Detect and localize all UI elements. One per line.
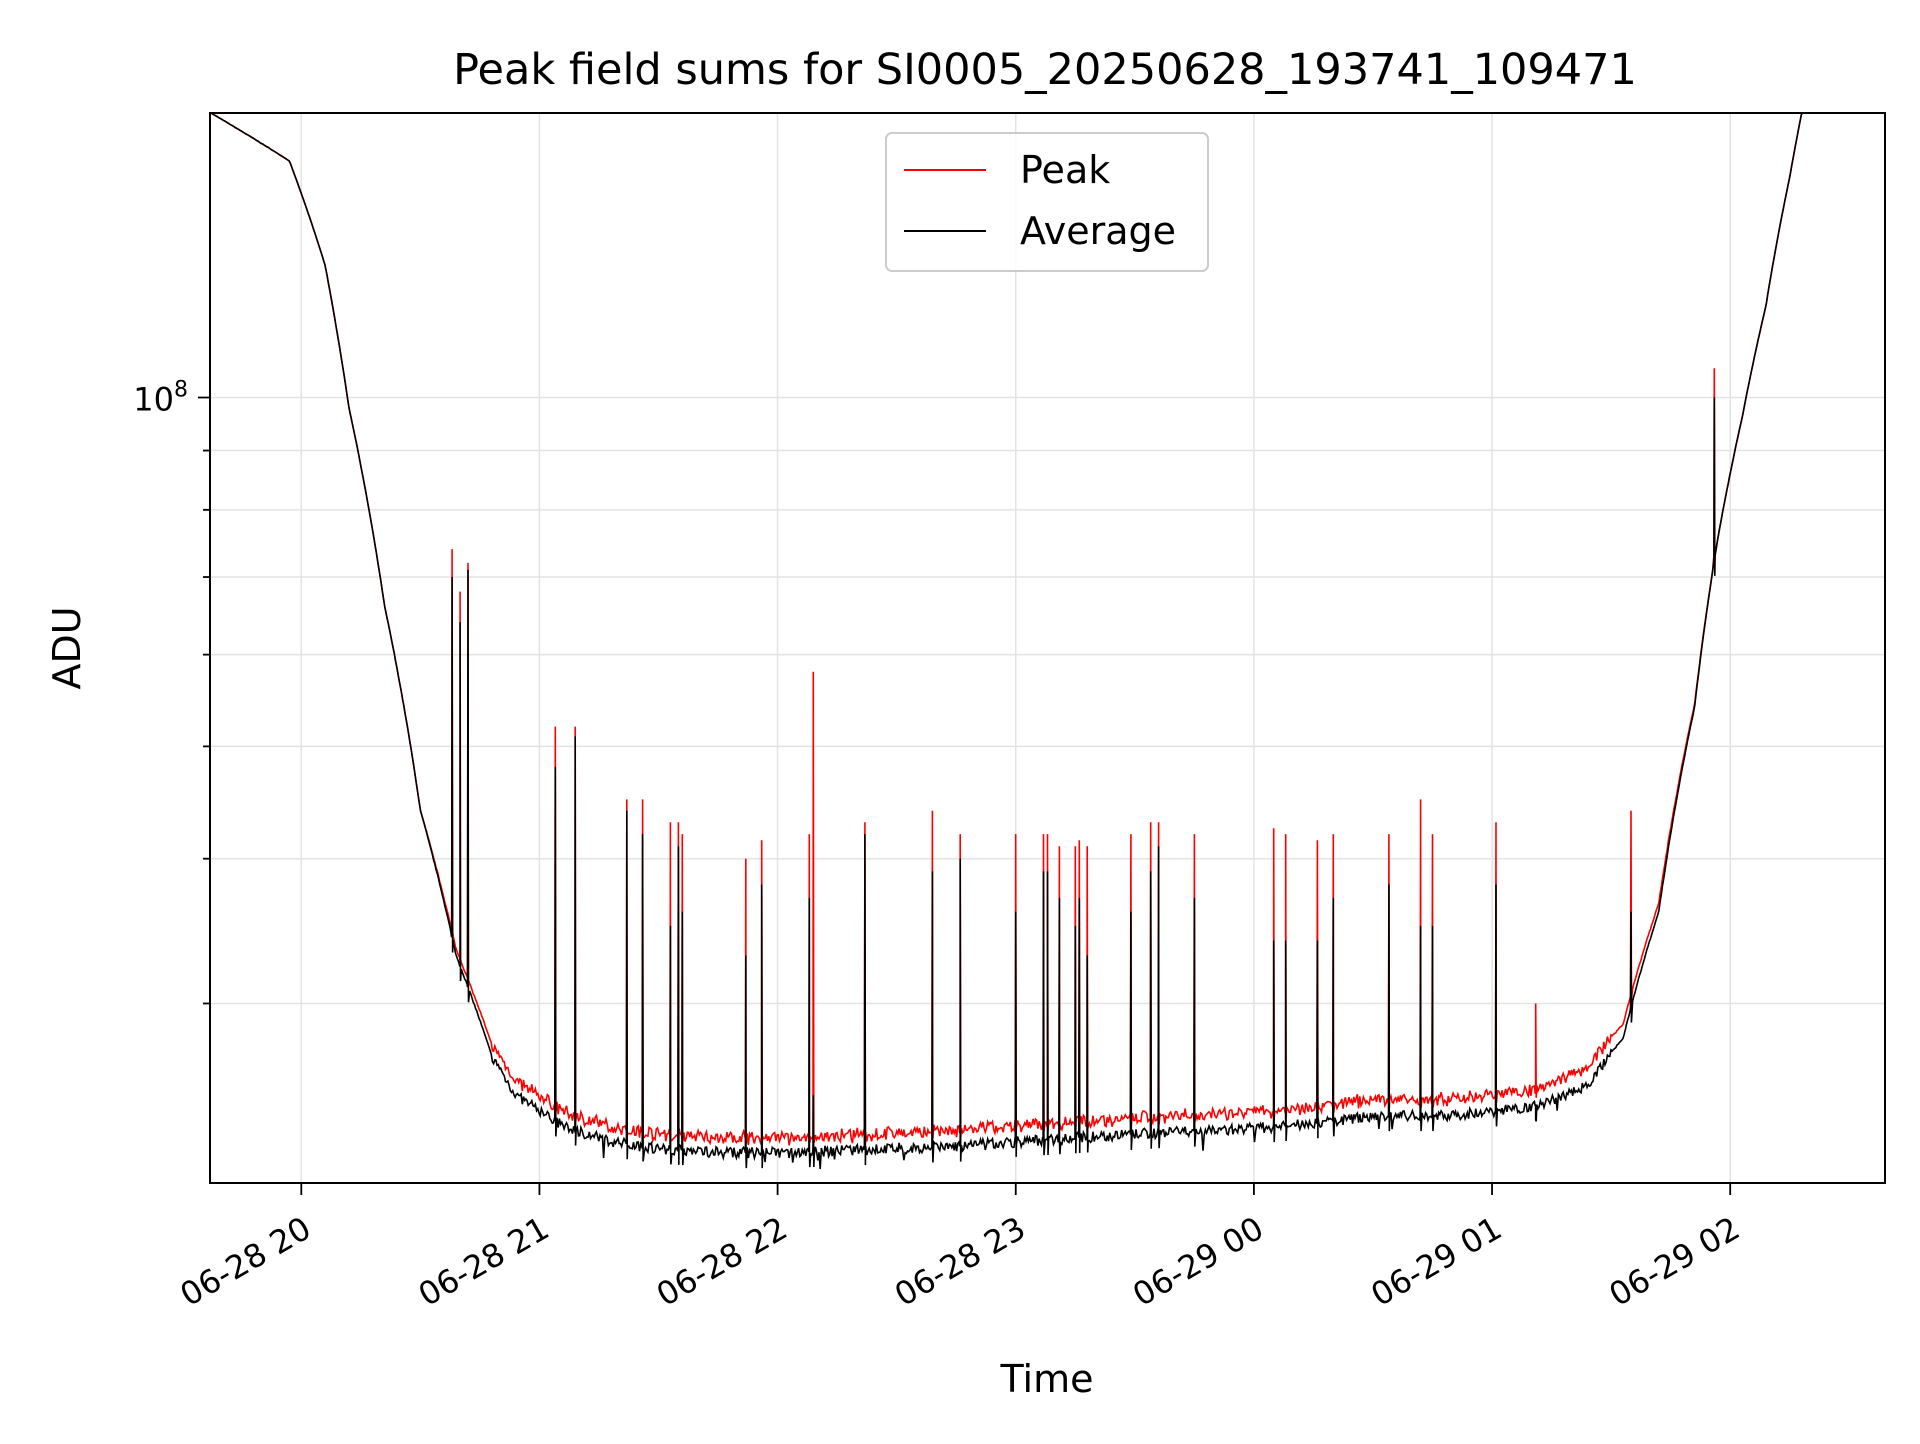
chart-title: Peak field sums for SI0005_20250628_1937… (453, 45, 1637, 95)
y-tick-label: 108 (133, 378, 188, 419)
series-layer (210, 113, 1885, 1170)
x-tick-label: 06-28 20 (174, 1209, 318, 1314)
legend-label-peak: Peak (1020, 148, 1110, 192)
x-tick-label: 06-28 21 (412, 1209, 556, 1314)
x-tick-label: 06-29 02 (1603, 1209, 1747, 1314)
x-tick-label: 06-28 22 (650, 1209, 794, 1314)
legend-label-average: Average (1020, 209, 1176, 253)
y-axis: 108 (133, 378, 210, 1005)
y-axis-label: ADU (45, 606, 89, 689)
series-line-average (210, 113, 1885, 1170)
legend-box (885, 132, 1209, 272)
plot-frame (209, 112, 1886, 1184)
x-tick-label: 06-29 01 (1364, 1209, 1508, 1314)
grid (210, 113, 1885, 1183)
x-axis-label: Time (1000, 1357, 1094, 1401)
x-axis: 06-28 20 06-28 21 06-28 22 06-28 23 06-29 00… (174, 1183, 1747, 1314)
legend: Peak Average (885, 132, 1209, 272)
x-tick-label: 06-28 23 (888, 1209, 1032, 1314)
x-tick-label: 06-29 00 (1126, 1209, 1270, 1314)
